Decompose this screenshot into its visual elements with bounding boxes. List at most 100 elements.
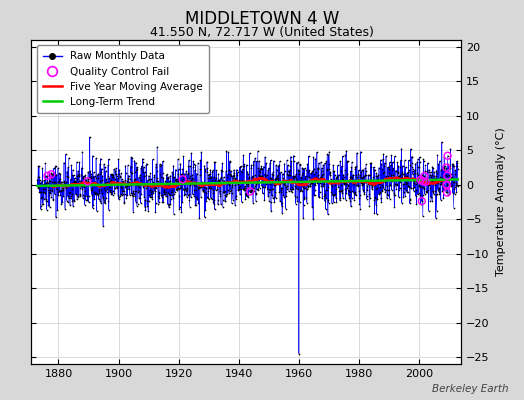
Point [105, 184, 113, 190]
Point [440, 186, 448, 192]
Point [57, 187, 65, 193]
Point [376, 184, 384, 190]
Point [252, 190, 260, 197]
Point [122, 183, 130, 190]
Point [242, 191, 250, 197]
Point [253, 186, 261, 193]
Point [245, 178, 253, 184]
Point [92, 190, 100, 196]
Point [432, 167, 441, 174]
Point [100, 161, 108, 167]
Point [319, 183, 327, 189]
Point [131, 176, 139, 182]
Point [215, 188, 224, 194]
Point [181, 179, 189, 186]
Point [148, 156, 157, 163]
Point [447, 176, 455, 182]
Point [41, 160, 49, 166]
Point [40, 186, 49, 192]
Point [289, 152, 298, 159]
Point [293, 159, 302, 166]
Point [263, 176, 271, 182]
Point [331, 177, 340, 184]
Point [76, 192, 84, 199]
Point [390, 192, 398, 198]
Point [186, 173, 194, 180]
Point [248, 187, 256, 194]
Point [412, 179, 421, 186]
Point [337, 163, 346, 169]
Point [104, 173, 112, 180]
Point [176, 204, 184, 210]
Point [63, 172, 72, 179]
Point [353, 174, 362, 180]
Point [430, 169, 439, 175]
Point [72, 180, 80, 186]
Point [223, 174, 231, 180]
Point [329, 192, 337, 198]
Point [209, 198, 217, 205]
Point [361, 179, 369, 185]
Point [335, 178, 343, 184]
Point [230, 167, 238, 173]
Point [78, 148, 86, 155]
Point [393, 182, 401, 188]
Point [112, 165, 121, 171]
Point [258, 183, 266, 189]
Point [36, 189, 44, 195]
Point [392, 181, 401, 187]
Point [339, 153, 347, 159]
Point [246, 188, 255, 195]
Point [363, 187, 372, 193]
Point [200, 184, 209, 190]
Point [449, 163, 457, 169]
Point [422, 188, 431, 195]
Point [221, 198, 230, 204]
Point [37, 203, 45, 210]
Point [294, 180, 303, 186]
Point [103, 180, 111, 187]
Point [422, 181, 431, 188]
Point [417, 180, 425, 187]
Point [148, 188, 156, 194]
Point [50, 170, 58, 177]
Point [427, 194, 435, 201]
Point [417, 177, 425, 183]
Point [407, 146, 415, 152]
Point [443, 189, 451, 196]
Point [111, 185, 119, 191]
Point [152, 178, 161, 184]
Point [163, 174, 172, 180]
Point [80, 176, 88, 182]
Point [434, 186, 443, 193]
Point [99, 195, 107, 201]
Point [175, 206, 183, 212]
Point [54, 189, 62, 196]
Point [82, 179, 90, 186]
Point [379, 151, 388, 158]
Point [285, 172, 293, 178]
Point [414, 181, 423, 188]
Point [250, 176, 258, 182]
Point [95, 178, 104, 184]
Point [288, 174, 297, 181]
Point [117, 184, 126, 190]
Point [388, 159, 397, 165]
Point [91, 190, 99, 197]
Point [362, 161, 370, 168]
Point [258, 179, 266, 185]
Point [58, 182, 66, 188]
Point [274, 177, 282, 183]
Point [168, 192, 176, 199]
Point [174, 185, 183, 192]
Point [260, 197, 268, 203]
Point [116, 182, 124, 188]
Point [293, 167, 302, 174]
Point [69, 180, 78, 186]
Point [44, 201, 52, 208]
Point [416, 192, 424, 198]
Point [219, 204, 227, 210]
Point [243, 183, 252, 189]
Point [160, 187, 168, 193]
Point [180, 192, 189, 198]
